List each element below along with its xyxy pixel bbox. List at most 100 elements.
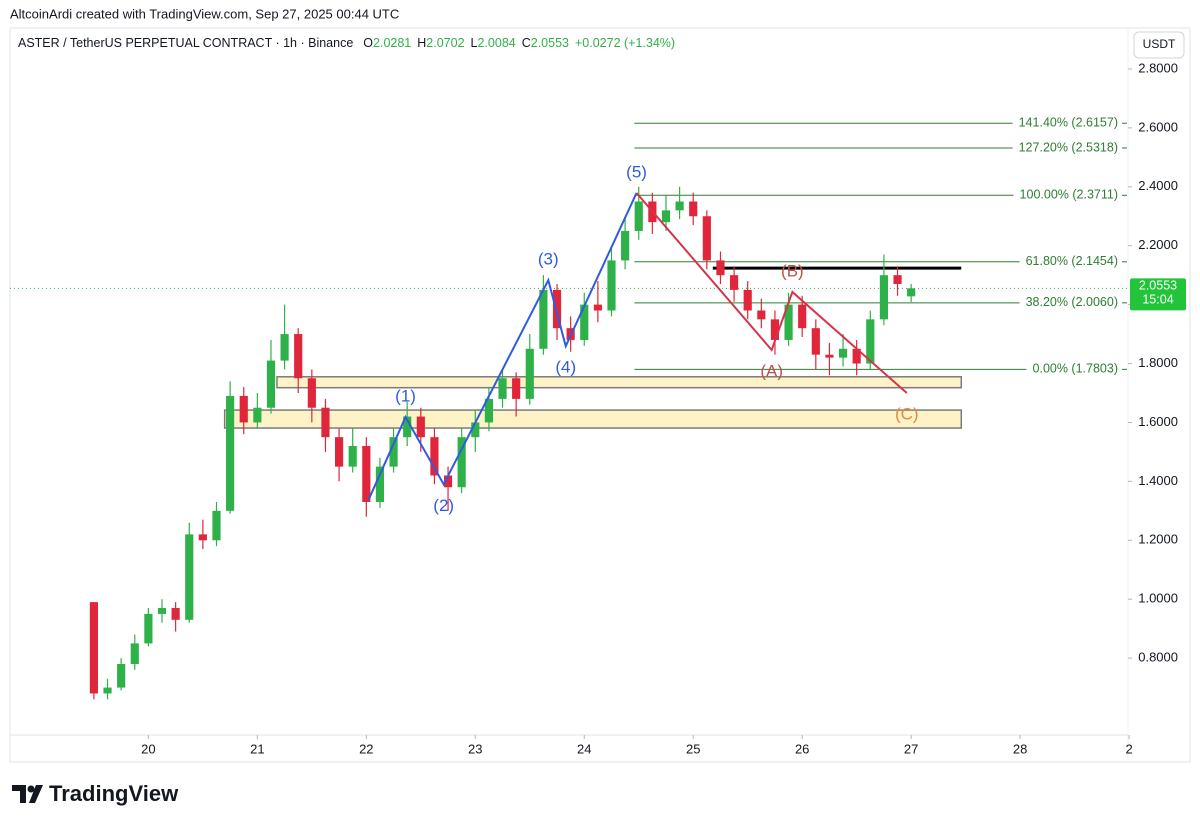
- candle-body: [757, 310, 766, 320]
- candle-body: [907, 288, 916, 297]
- candle-body: [185, 534, 194, 620]
- candle-body: [348, 446, 357, 467]
- symbol-legend: ASTER / TetherUS PERPETUAL CONTRACT · 1h…: [18, 36, 675, 50]
- wave-label: (4): [555, 358, 576, 377]
- x-tick-label: 23: [468, 741, 482, 756]
- x-tick-label: 25: [686, 741, 700, 756]
- candle-body: [443, 475, 453, 488]
- candle-body: [334, 437, 344, 467]
- candle-body: [130, 643, 139, 665]
- candle-body: [675, 201, 684, 211]
- legend-key: H: [417, 36, 426, 50]
- candle-body: [389, 437, 398, 467]
- candle-body: [689, 201, 698, 217]
- candle-body: [893, 275, 902, 284]
- candle-body: [770, 319, 780, 340]
- legend-key: L: [471, 36, 478, 50]
- wave-label: (C): [895, 404, 919, 423]
- wave-line: [367, 192, 638, 501]
- wave-label: (A): [760, 361, 783, 380]
- y-tick-label: 2.2000: [1138, 237, 1178, 252]
- x-tick-label: 20: [141, 741, 155, 756]
- x-tick-label: 22: [359, 741, 373, 756]
- wave-label: (B): [781, 261, 804, 280]
- x-tick-label: 2: [1125, 741, 1132, 756]
- last-price: 2.0553: [1139, 279, 1177, 293]
- legend-value: 2.0084: [477, 36, 515, 50]
- candle-body: [280, 334, 289, 361]
- legend-key: C: [522, 36, 531, 50]
- candle-body: [157, 608, 167, 614]
- candle-body: [879, 275, 889, 320]
- x-tick-label: 24: [577, 741, 591, 756]
- y-tick-label: 1.0000: [1138, 591, 1178, 606]
- candle-body: [621, 230, 630, 261]
- candle-body: [593, 304, 602, 311]
- y-tick-label: 2.6000: [1138, 119, 1178, 134]
- y-tick-label: 1.4000: [1138, 473, 1178, 488]
- chart-frame: [9, 27, 1191, 763]
- zone: [223, 409, 963, 429]
- candle-body: [661, 210, 671, 223]
- title: ASTER / TetherUS PERPETUAL CONTRACT · 1h…: [18, 36, 353, 50]
- countdown: 15:04: [1142, 293, 1173, 307]
- x-tick-label: 27: [904, 741, 918, 756]
- candle-body: [512, 378, 521, 399]
- candle-body: [117, 664, 126, 688]
- candle-body: [144, 613, 153, 644]
- currency: USDT: [1143, 37, 1176, 51]
- candle-body: [198, 534, 207, 541]
- candle-body: [729, 275, 739, 290]
- candle-body: [416, 416, 425, 438]
- fib-label: 0.00% (1.7803): [1033, 362, 1118, 376]
- candle-body: [226, 395, 235, 511]
- candle-body: [89, 602, 98, 694]
- candle-body: [838, 348, 848, 358]
- candle-body: [430, 437, 439, 476]
- candle-body: [716, 260, 725, 276]
- logo-mark: [29, 785, 43, 803]
- y-tick-label: 0.8000: [1138, 650, 1178, 665]
- candle-body: [798, 304, 807, 329]
- fib-label: 100.00% (2.3711): [1020, 188, 1118, 202]
- candle-body: [212, 510, 221, 541]
- wave-line: [635, 192, 908, 394]
- candle-body: [239, 395, 248, 423]
- logo-mark: [12, 785, 26, 803]
- candle-body: [362, 446, 371, 502]
- credit: AltcoinArdi created with TradingView.com…: [10, 6, 399, 21]
- legend-value: 2.0553: [531, 36, 569, 50]
- y-tick-label: 2.8000: [1138, 60, 1178, 75]
- candle-body: [866, 319, 875, 364]
- candle-body: [498, 378, 507, 399]
- candle-body: [307, 378, 316, 408]
- candle-body: [266, 360, 276, 408]
- candle-body: [525, 348, 534, 399]
- candle-body: [457, 437, 466, 488]
- legend-value: 2.0281: [373, 36, 411, 50]
- candle-body: [403, 416, 412, 438]
- candle-body: [634, 201, 643, 231]
- candle-body: [471, 422, 480, 438]
- candle-body: [784, 304, 793, 340]
- x-tick-label: 28: [1013, 741, 1027, 756]
- wave-label: (5): [626, 162, 647, 181]
- fib-label: 141.40% (2.6157): [1019, 116, 1118, 130]
- candle-body: [294, 334, 303, 379]
- candle-body: [743, 289, 752, 311]
- wave-label: (1): [395, 387, 416, 406]
- candle-body: [321, 407, 330, 438]
- candle-body: [375, 466, 385, 502]
- candle-body: [253, 407, 262, 423]
- currency-box: [1133, 31, 1185, 59]
- wave-label: (3): [538, 250, 559, 269]
- fib-label: 127.20% (2.5318): [1019, 140, 1118, 154]
- zone: [276, 376, 963, 389]
- candle-body: [852, 348, 861, 364]
- last-price-box: [1130, 278, 1186, 311]
- candle-body: [484, 398, 493, 423]
- y-tick-label: 2.4000: [1138, 178, 1178, 193]
- candle-body: [539, 289, 548, 349]
- legend-key: O: [363, 36, 373, 50]
